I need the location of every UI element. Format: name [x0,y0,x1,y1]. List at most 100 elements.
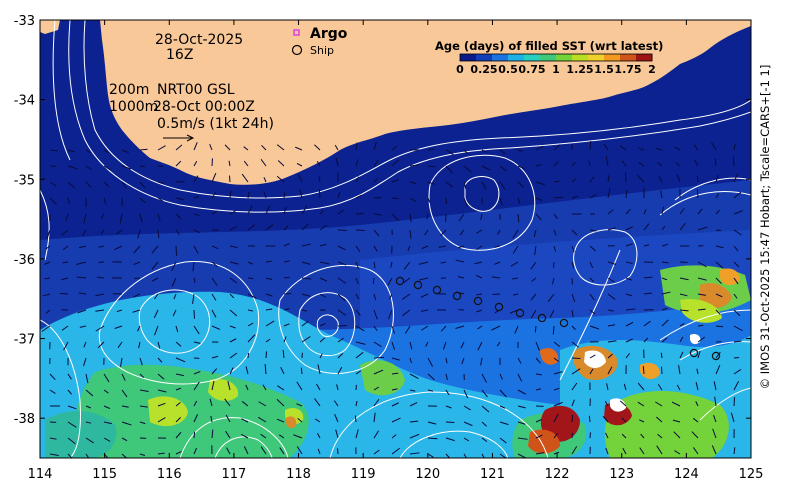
velocity-arrow [571,161,576,167]
velocity-arrow [477,325,483,330]
velocity-arrow [139,357,143,366]
x-tick-label: 122 [545,467,570,482]
velocity-arrow [103,197,107,205]
velocity-arrow [211,309,217,318]
velocity-arrow [355,194,362,199]
velocity-arrow [391,213,400,221]
velocity-arrow [655,401,663,407]
velocity-arrow [715,229,722,232]
velocity-arrow [277,160,285,167]
ship-position [452,291,462,301]
velocity-arrow [263,191,267,199]
velocity-arrow [514,325,519,334]
velocity-arrow [391,447,400,455]
velocity-arrow [193,245,199,254]
velocity-arrow [96,276,105,279]
velocity-arrow [193,277,196,284]
velocity-arrow [265,277,273,281]
velocity-arrow [499,421,509,426]
velocity-arrow [571,177,577,183]
y-tick-label: -33 [14,14,35,29]
velocity-arrow [193,431,196,439]
velocity-arrow [481,453,485,458]
velocity-arrow [157,373,165,380]
colorbar-segment [492,54,509,61]
velocity-arrow [355,400,358,407]
velocity-arrow [715,277,722,284]
velocity-arrow [210,415,213,423]
velocity-arrow [120,357,123,367]
velocity-arrow [319,337,326,343]
velocity-arrow [693,144,699,151]
velocity-arrow [354,415,357,423]
velocity-arrow [553,245,557,252]
velocity-arrow [499,453,507,458]
plot-frame [39,19,752,459]
velocity-arrow [317,432,321,439]
velocity-arrow [571,261,575,269]
velocity-arrow [264,364,267,375]
velocity-arrow [697,336,706,343]
colorbar-title: Age (days) of filled SST (wrt latest) [435,39,663,53]
velocity-arrow [121,149,129,154]
velocity-arrow [459,229,465,236]
velocity-arrow [293,434,303,439]
velocity-arrow [154,325,159,336]
velocity-arrows [41,140,744,458]
velocity-arrow [245,366,249,375]
velocity-arrow [604,400,609,407]
velocity-arrow [676,174,681,183]
velocity-arrow [175,373,185,377]
velocity-arrow [316,160,321,167]
velocity-arrow [67,405,77,410]
sst-white-south [610,398,626,412]
sst-white-center-east [584,350,606,368]
velocity-arrow [607,324,616,327]
velocity-arrow [624,172,627,183]
velocity-arrow [121,453,127,458]
velocity-arrow [420,309,429,312]
velocity-arrow [455,259,465,263]
velocity-arrow [715,293,723,298]
velocity-arrow [733,143,736,151]
velocity-arrow [100,229,105,235]
velocity-arrow [373,177,379,183]
velocity-arrow [65,213,69,221]
velocity-arrow [679,293,688,297]
velocity-arrow [711,142,717,151]
velocity-arrow [49,373,56,380]
velocity-arrow [409,229,412,239]
velocity-arrow [172,309,177,317]
velocity-arrow [636,174,645,183]
velocity-arrow [661,243,669,247]
velocity-arrow [260,446,267,455]
velocity-arrow [409,341,413,350]
velocity-arrow [440,261,447,264]
sst-teal-patch [45,410,117,458]
velocity-arrow [391,197,399,200]
velocity-arrow [337,353,344,359]
velocity-arrow [463,149,469,155]
velocity-arrow [209,143,213,151]
velocity-arrow [589,293,595,301]
velocity-arrow [499,373,503,380]
velocity-arrow [733,397,736,407]
velocity-arrow [139,421,146,425]
contour-label-1000: 1000m [109,99,158,115]
velocity-arrow [301,277,312,280]
velocity-arrow [283,242,290,247]
velocity-arrow [421,245,429,250]
velocity-arrow [117,341,123,349]
velocity-arrow [697,226,708,231]
velocity-arrow [445,373,448,381]
velocity-arrow [373,159,379,167]
velocity-arrow [409,452,420,455]
velocity-arrow [317,448,321,455]
velocity-arrow [211,380,215,391]
colorbar-tick-label: 2 [648,63,656,76]
velocity-arrow [697,350,701,359]
velocity-arrow [549,309,555,318]
velocity-arrow [661,337,668,343]
velocity-arrow [607,261,617,265]
